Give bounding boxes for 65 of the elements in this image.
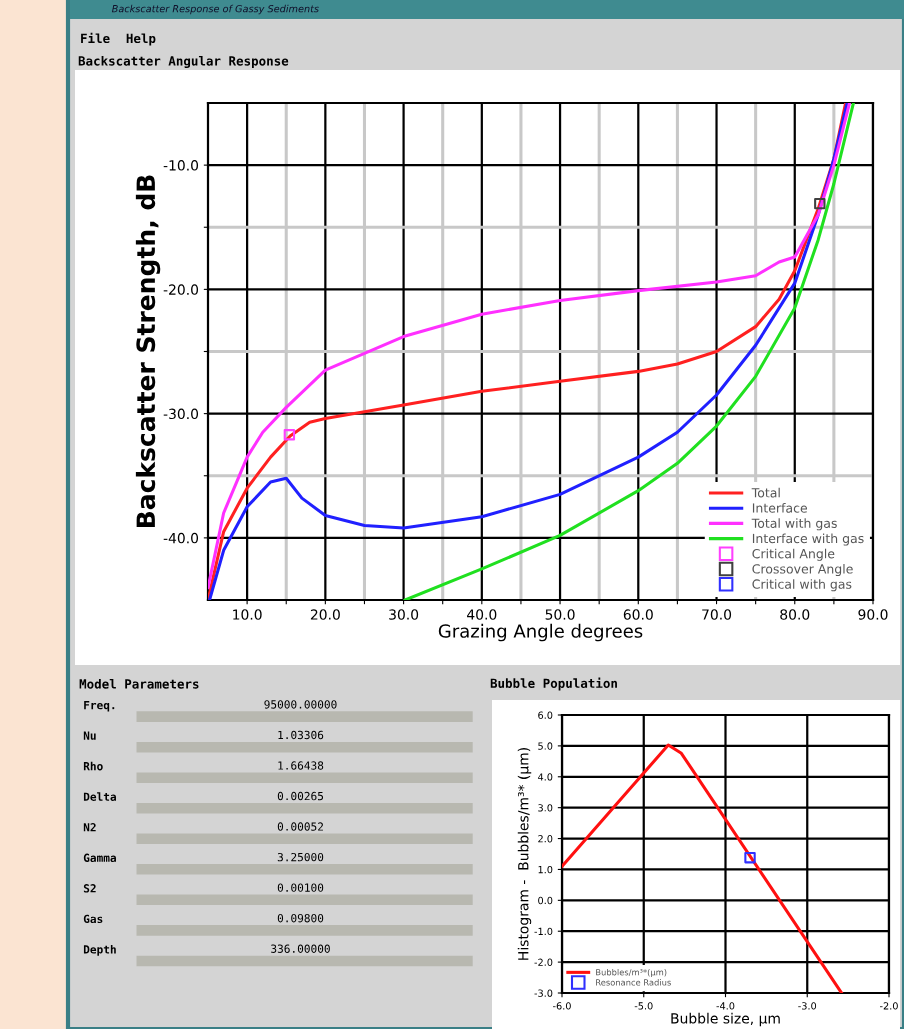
- category-label: Rho: [83, 761, 103, 771]
- y-axis-title: Backscatter Strength, dB: [135, 175, 161, 528]
- category-label: Freq.: [84, 701, 115, 712]
- legend-label: Interface with gas: [752, 533, 864, 546]
- x-tick-label: 80.0: [780, 609, 810, 620]
- text: 0.00052: [277, 822, 323, 831]
- y-tick-label: -20.0: [163, 284, 199, 295]
- category-label: S2: [83, 884, 96, 893]
- legend-label: Interface: [752, 503, 808, 513]
- text: 1.03306: [278, 730, 324, 740]
- y-tick-label: 6.0: [538, 711, 553, 719]
- text: 1.66438: [278, 761, 324, 770]
- legend-label: Bubbles/m³*(µm): [596, 968, 667, 978]
- text: 3.25000: [277, 852, 324, 862]
- x-tick-label: 40.0: [467, 609, 497, 620]
- text: Help: [126, 33, 156, 46]
- text: 0.00100: [277, 883, 324, 892]
- y-tick-label: 3.0: [538, 804, 553, 812]
- x-axis-title: Bubble size, µm: [671, 1012, 780, 1027]
- legend-label: Total: [751, 487, 780, 498]
- text: File: [81, 32, 110, 44]
- category-label: Depth: [83, 945, 116, 956]
- text: 95000.00000: [264, 700, 337, 709]
- y-tick-label: 4.0: [537, 773, 553, 781]
- y-tick-label: 0.0: [538, 896, 553, 905]
- legend-label: Critical with gas: [752, 579, 852, 592]
- chart-title: Bubble Population: [490, 677, 617, 691]
- legend-label: Resonance Radius: [596, 979, 671, 986]
- x-tick-label: 60.0: [623, 609, 653, 620]
- text: Model Parameters: [79, 678, 199, 689]
- text: 0.00265: [277, 791, 324, 801]
- legend-label: Critical Angle: [752, 548, 835, 561]
- y-tick-label: 5.0: [538, 742, 553, 750]
- chart-title: Backscatter Angular Response: [78, 55, 289, 69]
- y-tick-label: 2.0: [538, 835, 553, 843]
- y-tick-label: -3.0: [534, 989, 553, 997]
- x-tick-label: -3.0: [798, 1002, 817, 1010]
- x-tick-label: -2.0: [879, 1002, 898, 1010]
- legend-label: Crossover Angle: [752, 563, 853, 577]
- x-tick-label: 30.0: [389, 609, 419, 620]
- y-axis-title: Histogram - Bubbles/m³* (µm): [517, 748, 532, 960]
- x-tick-label: -5.0: [634, 1002, 653, 1010]
- y-tick-label: -40.0: [163, 532, 199, 544]
- x-tick-label: 20.0: [310, 609, 340, 620]
- category-label: N2: [83, 823, 96, 832]
- category-label: Delta: [83, 792, 116, 801]
- x-tick-label: -6.0: [552, 1002, 571, 1010]
- x-axis-title: Grazing Angle degrees: [438, 623, 643, 642]
- category-label: Gas: [83, 914, 103, 924]
- y-tick-label: -2.0: [534, 958, 553, 966]
- text: 336.00000: [271, 944, 330, 953]
- x-tick-label: 10.0: [233, 609, 262, 620]
- x-tick-label: -4.0: [716, 1002, 735, 1010]
- x-tick-label: 50.0: [545, 609, 575, 620]
- category-label: Gamma: [83, 853, 116, 862]
- x-tick-label: 90.0: [858, 609, 888, 620]
- y-tick-label: -1.0: [534, 927, 553, 936]
- y-tick-label: -10.0: [163, 160, 199, 171]
- category-label: Nu: [83, 731, 96, 740]
- legend-label: Total with gas: [751, 518, 837, 531]
- x-tick-label: 70.0: [702, 609, 732, 620]
- text: Backscatter Response of Gassy Sediments: [111, 4, 319, 15]
- y-tick-label: -30.0: [163, 408, 199, 420]
- y-tick-label: 1.0: [538, 865, 553, 874]
- text: 0.09800: [277, 913, 324, 923]
